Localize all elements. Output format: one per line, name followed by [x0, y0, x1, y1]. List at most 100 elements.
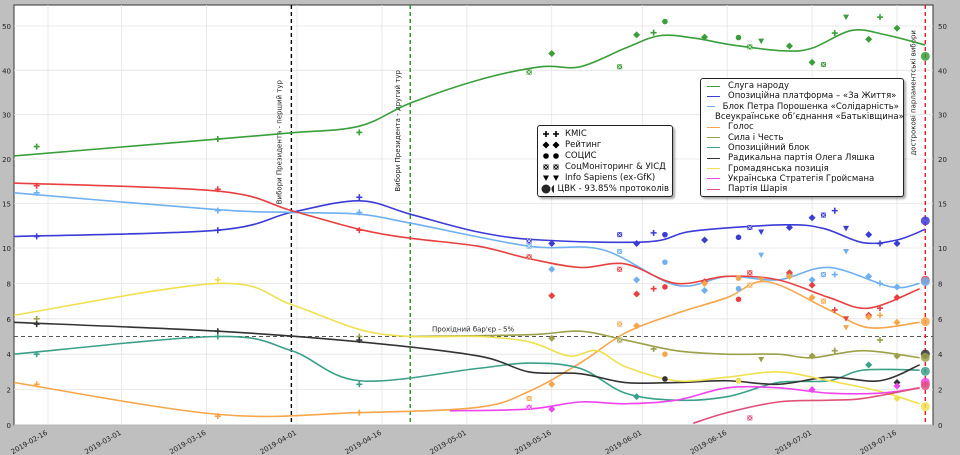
x-square-icon: [543, 164, 559, 169]
poll-point: [548, 334, 556, 342]
poll-point: [650, 229, 657, 236]
xsquare-cross: [747, 270, 753, 275]
plus-marker: [214, 186, 221, 193]
poll-point: [758, 357, 765, 363]
legend-marker: [543, 175, 549, 181]
pollster-label: СоцМоніторинг & УІСД: [565, 161, 666, 172]
diamond-marker: [548, 292, 556, 300]
xsquare-cross: [526, 396, 532, 401]
poll-point: [33, 233, 40, 240]
poll-point: [808, 294, 816, 302]
pollster-legend: КМІС Рейтинг СОЦИС СоцМоніторинг & УІСД Info…: [537, 125, 673, 197]
diamond-marker: [548, 49, 556, 57]
diamond-marker: [865, 231, 873, 239]
poll-point: [548, 49, 556, 57]
poll-point: [831, 30, 838, 37]
poll-point: [735, 285, 742, 292]
poll-point: [356, 337, 363, 344]
y-tick-label-right: 20: [938, 156, 947, 164]
x-tick-label: 2019-03-01: [83, 429, 122, 455]
triangle-marker: [758, 38, 765, 45]
diamond-marker: [542, 141, 550, 148]
big-circle-marker: [920, 216, 930, 226]
poll-markers: [33, 14, 930, 421]
diamond-marker: [633, 31, 641, 39]
poll-point: [356, 381, 363, 388]
plus-marker: [214, 328, 221, 335]
circle-marker: [662, 259, 668, 265]
diamond-marker: [701, 236, 709, 244]
diamond-marker: [785, 42, 793, 50]
poll-point: [662, 284, 668, 290]
plus-marker: [214, 136, 221, 143]
poll-point: [865, 231, 873, 239]
poll-point: [820, 298, 826, 304]
poll-point: [735, 234, 742, 241]
legend-label: Голос: [728, 122, 754, 133]
legend-swatch: [707, 178, 720, 180]
circle-marker: [553, 152, 559, 159]
diamond-marker: [633, 276, 641, 284]
big-circle-marker: [920, 402, 930, 412]
x-tick-label: 2019-03-16: [168, 429, 208, 455]
poll-point: [808, 276, 816, 284]
legend-marker: [553, 152, 559, 159]
poll-point: [214, 328, 221, 335]
poll-point: [831, 271, 838, 278]
y-tick-label-left: 50: [2, 23, 11, 31]
big-circle-marker: [920, 366, 930, 376]
triangle-marker: [758, 277, 765, 283]
poll-point: [662, 231, 668, 238]
poll-point: [843, 325, 850, 331]
plus-marker: [214, 333, 221, 340]
big-circle-marker: [541, 184, 551, 193]
big-circle-marker: [920, 352, 930, 362]
plus-marker: [831, 207, 838, 214]
poll-point: [920, 277, 930, 287]
poll-point: [650, 285, 657, 292]
legend-entry: Опозиційна платформа – «За Життя»: [705, 91, 899, 101]
diamond-marker: [633, 290, 641, 298]
plus-marker: [33, 381, 40, 388]
big-circle-marker: [551, 184, 554, 193]
poll-point: [617, 321, 623, 327]
plus-marker: [33, 189, 40, 196]
poll-point: [865, 361, 873, 369]
poll-point: [820, 212, 826, 218]
diamond-marker: [633, 393, 641, 401]
poll-point: [356, 409, 363, 416]
diamond-marker: [785, 272, 793, 280]
poll-point: [877, 312, 884, 319]
poll-point: [893, 352, 901, 360]
diamond-marker: [808, 281, 816, 289]
poll-point: [758, 277, 765, 283]
triangle-marker: [843, 316, 850, 322]
poll-point: [785, 272, 793, 280]
diamond-marker: [865, 361, 873, 369]
diamond-marker: [893, 24, 901, 32]
diamond-marker: [785, 269, 793, 277]
triangle-marker: [543, 175, 549, 181]
y-tick-label-left: 30: [2, 112, 11, 120]
y-tick-label-right: 50: [938, 23, 947, 31]
poll-point: [526, 243, 532, 249]
triangle-marker: [758, 357, 765, 363]
poll-point: [526, 254, 532, 260]
plot-area: [13, 4, 934, 426]
y-tick-label-left: 6: [7, 316, 12, 324]
plus-marker: [877, 14, 884, 21]
pollster-label: ЦВК - 93.85% протоколів: [557, 183, 670, 194]
poll-point: [662, 18, 668, 25]
poll-point: [735, 377, 742, 384]
legend-entry: Всеукраїнське об’єднання «Батьківщина»: [705, 112, 904, 122]
diamond-marker: [808, 352, 816, 360]
plus-marker: [214, 207, 221, 214]
series-line: [14, 200, 926, 245]
poll-point: [877, 280, 884, 287]
circle-marker: [735, 377, 742, 384]
x-tick-label: 2019-07-16: [859, 429, 899, 455]
poll-point: [893, 24, 901, 32]
legend-label: Сила і Честь: [728, 132, 784, 143]
poll-point: [893, 283, 901, 291]
